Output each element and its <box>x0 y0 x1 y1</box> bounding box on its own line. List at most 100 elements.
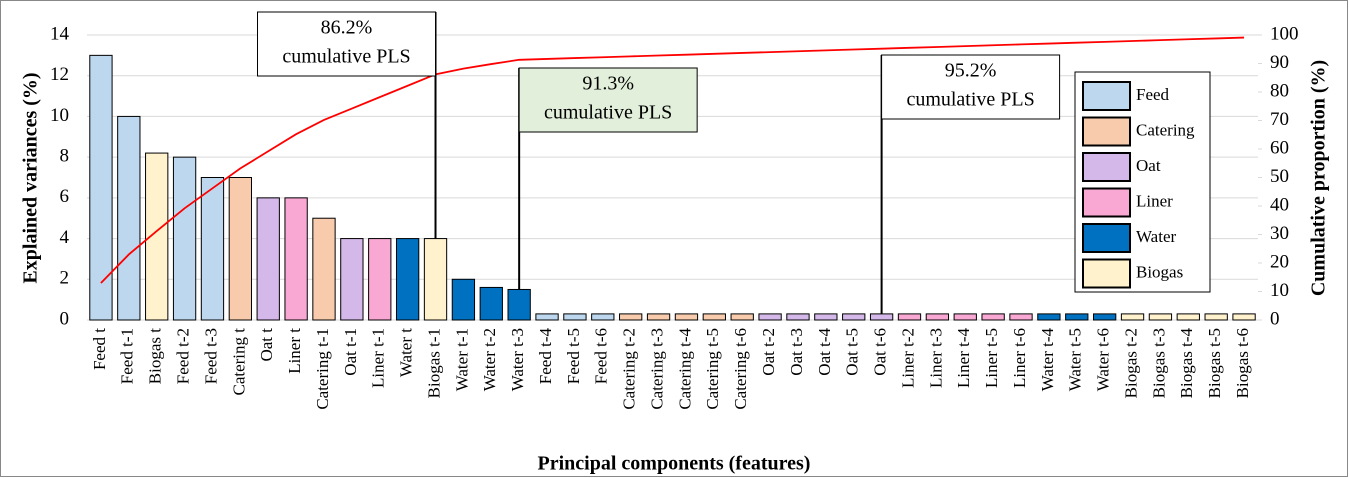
y2-tick-label: 40 <box>1270 194 1289 215</box>
y2-tick-label: 0 <box>1270 308 1280 329</box>
y2-tick-label: 80 <box>1270 80 1289 101</box>
bar <box>925 313 950 321</box>
bar <box>674 313 699 321</box>
annotation-text: 86.2% <box>321 17 373 39</box>
bar <box>1037 313 1061 321</box>
x-tick-label: Oat t-6 <box>871 328 890 376</box>
x-tick-label: Oat t-5 <box>843 328 862 376</box>
bar <box>619 313 643 321</box>
y2-axis-title: Cumulative proportion (%) <box>1308 60 1330 296</box>
bar <box>842 313 866 321</box>
bar <box>981 313 1005 321</box>
x-tick-label: Liner t-1 <box>369 328 388 388</box>
bar <box>256 197 280 321</box>
bar <box>451 278 476 321</box>
bar <box>1204 313 1228 321</box>
legend-swatch <box>1082 223 1131 253</box>
legend-swatch <box>1082 187 1131 218</box>
x-tick-label: Biogas t-6 <box>1233 328 1252 398</box>
x-tick-label: Water t-5 <box>1066 328 1085 391</box>
bar <box>1148 313 1173 321</box>
legend-swatch <box>1082 152 1131 182</box>
bar <box>228 177 252 321</box>
annotation-text: cumulative PLS <box>282 46 410 68</box>
annotation-box <box>518 67 698 133</box>
bar <box>284 197 308 321</box>
x-tick-label: Catering t-6 <box>731 328 750 410</box>
bar <box>89 54 113 321</box>
x-tick-label: Catering t-2 <box>620 328 639 410</box>
y-tick-label: 2 <box>60 268 70 289</box>
x-tick-label: Biogas t <box>146 328 165 384</box>
y2-tick-label: 70 <box>1270 109 1289 130</box>
legend-label: Biogas <box>1136 262 1183 281</box>
x-tick-label: Feed t-4 <box>536 328 555 385</box>
x-tick-label: Water t <box>397 328 416 377</box>
x-tick-label: Feed t <box>90 328 109 370</box>
legend-label: Liner <box>1136 191 1173 210</box>
x-tick-label: Biogas t-3 <box>1149 328 1168 398</box>
x-tick-label: Catering t <box>229 328 248 396</box>
bar <box>730 313 754 321</box>
legend-label: Oat <box>1136 156 1161 175</box>
x-tick-label: Feed t-3 <box>201 328 220 384</box>
bar <box>535 313 559 321</box>
x-tick-label: Biogas t-1 <box>424 328 443 398</box>
x-tick-label: Water t-1 <box>452 328 471 391</box>
bar <box>646 313 671 321</box>
bar <box>1093 313 1117 321</box>
y-tick-label: 14 <box>50 23 70 44</box>
bar <box>1009 313 1033 321</box>
bar <box>423 238 448 321</box>
x-tick-label: Liner t-3 <box>926 328 945 388</box>
x-tick-label: Liner t <box>285 328 304 374</box>
bar <box>897 313 922 321</box>
x-tick-label: Water t-6 <box>1094 328 1113 391</box>
annotation-box <box>257 11 437 77</box>
bar <box>479 286 503 321</box>
legend-label: Catering <box>1136 120 1195 139</box>
x-tick-label: Catering t-3 <box>647 328 666 410</box>
bar <box>340 238 364 321</box>
bar <box>368 238 392 321</box>
y2-tick-label: 30 <box>1270 223 1289 244</box>
x-tick-label: Liner t-5 <box>982 328 1001 388</box>
legend-swatch <box>1082 116 1131 147</box>
x-tick-label: Catering t-1 <box>313 328 332 410</box>
annotation-box <box>881 54 1061 120</box>
x-tick-label: Water t-2 <box>480 328 499 391</box>
annotation-text: 91.3% <box>582 73 634 95</box>
y-tick-label: 6 <box>60 186 70 207</box>
x-tick-label: Biogas t-2 <box>1121 328 1140 398</box>
bar <box>507 288 531 321</box>
bar <box>1065 313 1089 321</box>
bar <box>1232 313 1256 321</box>
y-tick-label: 10 <box>50 105 69 126</box>
bar <box>591 313 615 321</box>
x-tick-label: Oat t-1 <box>341 328 360 376</box>
legend-label: Water <box>1136 227 1176 246</box>
bar <box>117 115 141 321</box>
bar <box>172 156 197 321</box>
cumulative-line <box>100 36 1245 284</box>
x-tick-label: Oat t-3 <box>787 328 806 376</box>
x-tick-label: Catering t-5 <box>703 328 722 410</box>
bar <box>200 177 225 321</box>
legend-label: Feed <box>1136 85 1170 104</box>
y-tick-label: 0 <box>60 308 70 329</box>
bar <box>563 313 587 321</box>
bar <box>953 313 977 321</box>
bar <box>758 313 782 321</box>
y-tick-label: 4 <box>60 227 70 248</box>
y2-tick-label: 90 <box>1270 52 1289 73</box>
annotation-text: cumulative PLS <box>544 102 672 124</box>
x-tick-label: Feed t-6 <box>592 328 611 384</box>
bar <box>145 152 169 321</box>
bar <box>814 313 838 321</box>
legend-swatch <box>1082 258 1131 289</box>
x-tick-label: Liner t-6 <box>1010 328 1029 388</box>
x-tick-label: Biogas t-5 <box>1205 328 1224 398</box>
x-tick-label: Water t-4 <box>1038 328 1057 392</box>
bar <box>869 313 894 321</box>
